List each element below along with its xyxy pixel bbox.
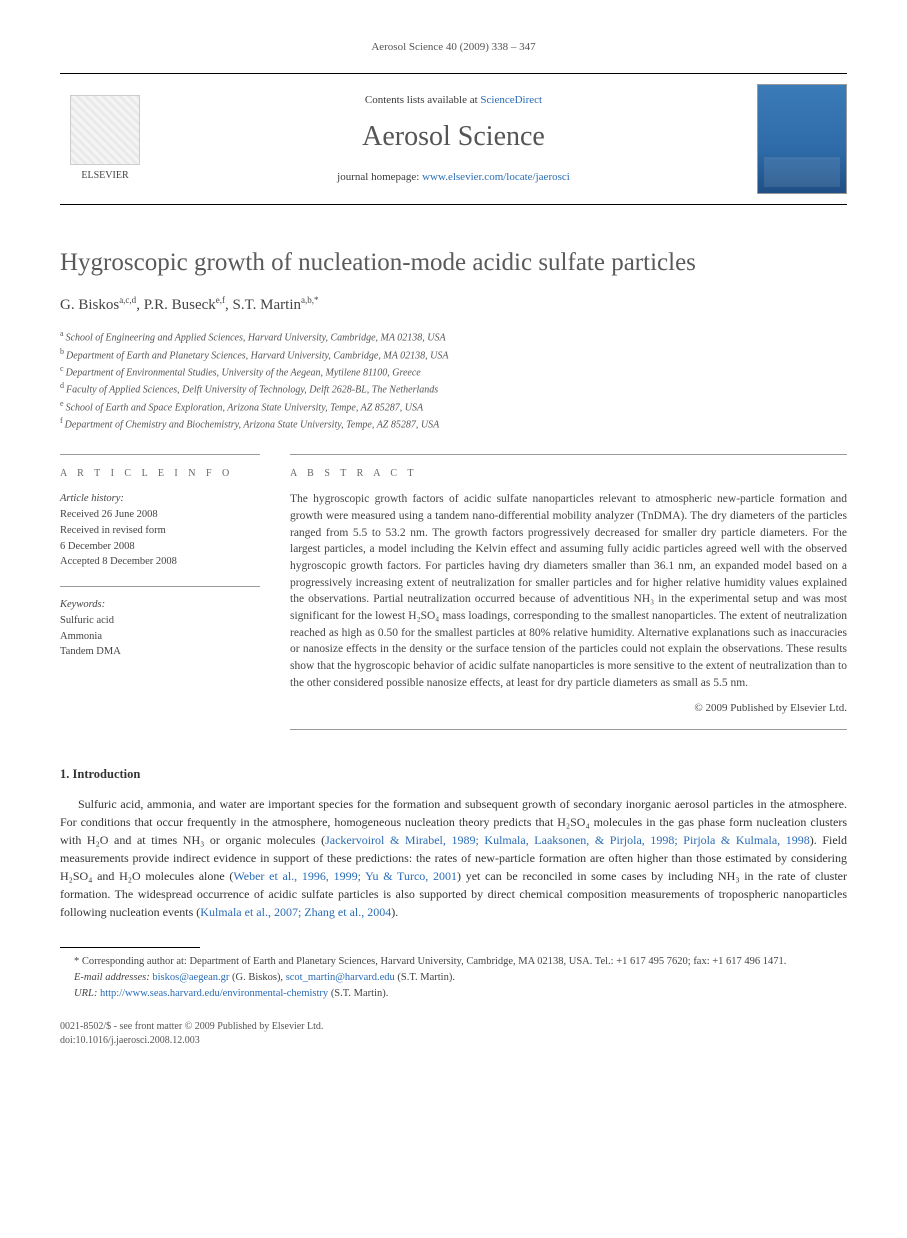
affiliations-block: aSchool of Engineering and Applied Scien… — [60, 328, 847, 432]
footnotes-block: * Corresponding author at: Department of… — [60, 954, 847, 1001]
authors-line: G. Biskosa,c,d, P.R. Busecke,f, S.T. Mar… — [60, 294, 847, 316]
intro-paragraph-1: Sulfuric acid, ammonia, and water are im… — [60, 795, 847, 921]
history-revised-l1: Received in revised form — [60, 523, 260, 539]
journal-cover-thumbnail — [757, 84, 847, 194]
keyword-item: Sulfuric acid — [60, 613, 260, 629]
history-heading: Article history: — [60, 491, 260, 507]
author-url-link[interactable]: http://www.seas.harvard.edu/environmenta… — [100, 988, 328, 999]
abstract-bottom-rule — [290, 729, 847, 730]
masthead-center: Contents lists available at ScienceDirec… — [162, 93, 745, 185]
history-accepted: Accepted 8 December 2008 — [60, 554, 260, 570]
article-title: Hygroscopic growth of nucleation-mode ac… — [60, 245, 847, 280]
affiliation-item: bDepartment of Earth and Planetary Scien… — [60, 346, 847, 363]
issn-front-matter: 0021-8502/$ - see front matter © 2009 Pu… — [60, 1020, 847, 1034]
journal-name: Aerosol Science — [162, 117, 745, 156]
article-info-label: A R T I C L E I N F O — [60, 467, 260, 481]
publisher-block: ELSEVIER — [60, 95, 150, 183]
affiliation-item: fDepartment of Chemistry and Biochemistr… — [60, 415, 847, 432]
citation-link-3[interactable]: Kulmala et al., 2007; Zhang et al., 2004 — [200, 905, 391, 919]
url-who: (S.T. Martin). — [328, 988, 388, 999]
bottom-meta: 0021-8502/$ - see front matter © 2009 Pu… — [60, 1020, 847, 1048]
history-received: Received 26 June 2008 — [60, 507, 260, 523]
intro-text-4: ). — [391, 905, 398, 919]
homepage-label: journal homepage: — [337, 171, 422, 183]
sciencedirect-link[interactable]: ScienceDirect — [480, 94, 542, 106]
keyword-item: Ammonia — [60, 629, 260, 645]
abstract-text: The hygroscopic growth factors of acidic… — [290, 491, 847, 691]
email-label: E-mail addresses: — [74, 972, 152, 983]
citation-link-2[interactable]: Weber et al., 1996, 1999; Yu & Turco, 20… — [233, 869, 457, 883]
email-who-1: (G. Biskos), — [229, 972, 285, 983]
history-revised-l2: 6 December 2008 — [60, 539, 260, 555]
article-history-block: Article history: Received 26 June 2008 R… — [60, 491, 260, 570]
email-who-2: (S.T. Martin). — [395, 972, 455, 983]
affiliation-item: cDepartment of Environmental Studies, Un… — [60, 363, 847, 380]
running-header: Aerosol Science 40 (2009) 338 – 347 — [60, 40, 847, 55]
email-link-martin[interactable]: scot_martin@harvard.edu — [286, 972, 395, 983]
publisher-name: ELSEVIER — [60, 169, 150, 183]
section-heading-introduction: 1. Introduction — [60, 766, 847, 784]
url-label: URL: — [74, 988, 100, 999]
article-info-column: A R T I C L E I N F O Article history: R… — [60, 454, 260, 729]
abstract-copyright: © 2009 Published by Elsevier Ltd. — [290, 701, 847, 716]
email-line: E-mail addresses: biskos@aegean.gr (G. B… — [60, 970, 847, 986]
journal-homepage-line: journal homepage: www.elsevier.com/locat… — [162, 170, 745, 185]
keywords-block: Keywords: Sulfuric acid Ammonia Tandem D… — [60, 586, 260, 660]
contents-line: Contents lists available at ScienceDirec… — [162, 93, 745, 108]
abstract-label: A B S T R A C T — [290, 467, 847, 481]
keywords-heading: Keywords: — [60, 597, 260, 613]
citation-link-1[interactable]: Jackervoirol & Mirabel, 1989; Kulmala, L… — [325, 833, 810, 847]
affiliation-item: aSchool of Engineering and Applied Scien… — [60, 328, 847, 345]
affiliation-item: eSchool of Earth and Space Exploration, … — [60, 398, 847, 415]
journal-homepage-link[interactable]: www.elsevier.com/locate/jaerosci — [422, 171, 570, 183]
abstract-column: A B S T R A C T The hygroscopic growth f… — [290, 454, 847, 729]
keyword-item: Tandem DMA — [60, 644, 260, 660]
journal-masthead: ELSEVIER Contents lists available at Sci… — [60, 73, 847, 205]
doi-line: doi:10.1016/j.jaerosci.2008.12.003 — [60, 1034, 847, 1048]
footnote-rule — [60, 947, 200, 948]
contents-prefix: Contents lists available at — [365, 94, 480, 106]
info-abstract-row: A R T I C L E I N F O Article history: R… — [60, 454, 847, 729]
corresponding-author-note: * Corresponding author at: Department of… — [60, 954, 847, 970]
email-link-biskos[interactable]: biskos@aegean.gr — [152, 972, 229, 983]
elsevier-tree-icon — [70, 95, 140, 165]
url-line: URL: http://www.seas.harvard.edu/environ… — [60, 986, 847, 1002]
affiliation-item: dFaculty of Applied Sciences, Delft Univ… — [60, 380, 847, 397]
